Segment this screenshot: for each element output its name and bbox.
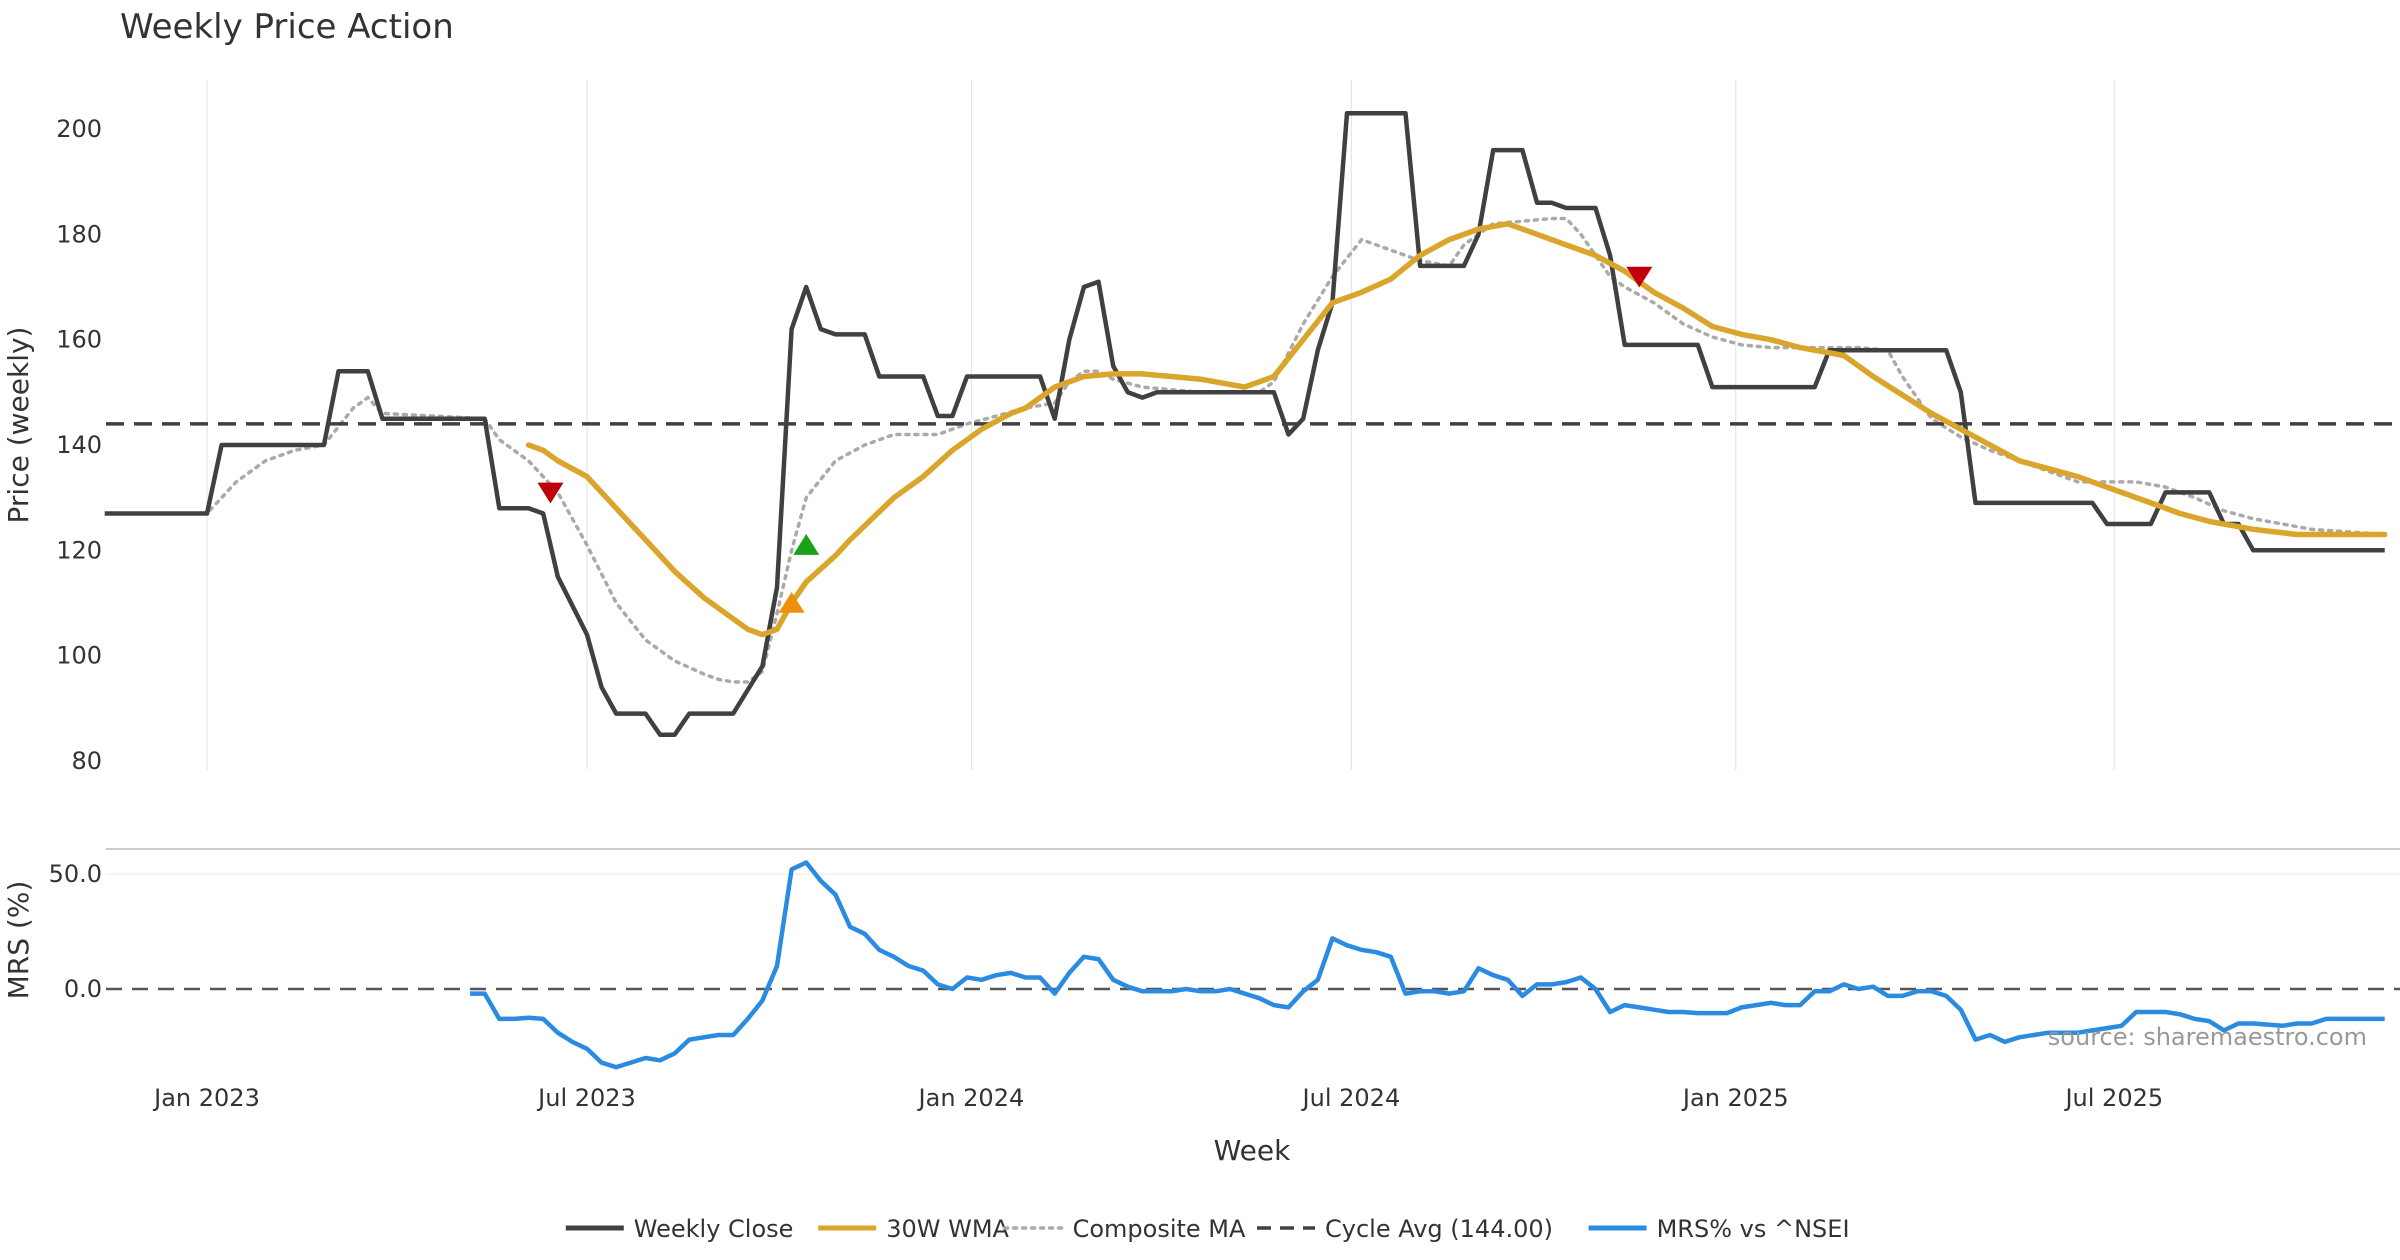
x-tick-label: Jul 2024 <box>1301 1084 1401 1112</box>
price-series <box>104 110 2400 737</box>
legend-label: Weekly Close <box>634 1215 794 1243</box>
x-tick-label: Jan 2025 <box>1681 1084 1789 1112</box>
source-note: source: sharemaestro.com <box>2048 1023 2367 1051</box>
buy-signal-marker <box>778 591 805 613</box>
signal-markers <box>537 266 1653 613</box>
x-axis-label: Week <box>1214 1134 1291 1167</box>
price-y-tick-label: 80 <box>71 747 102 775</box>
x-tick-label: Jan 2024 <box>917 1084 1025 1112</box>
x-tick-label: Jul 2023 <box>536 1084 636 1112</box>
x-ticks: Jan 2023 Jul 2023 Jan 2024 Jul 2024 Jan 2025… <box>152 1084 2163 1112</box>
sell-signal-marker <box>537 482 564 504</box>
composite-ma-line <box>146 216 2387 684</box>
weekly-close-line <box>104 110 2385 737</box>
price-y-tick-label: 180 <box>56 220 102 248</box>
mrs-line <box>470 860 2385 1070</box>
mrs-y-tick-label: 0.0 <box>64 975 102 1003</box>
mrs-y-tick-label: 50.0 <box>49 860 102 888</box>
x-tick-label: Jan 2023 <box>152 1084 260 1112</box>
legend: Weekly Close 30W WMA Composite MA Cycle Avg… <box>565 1215 1850 1243</box>
price-y-axis-label: Price (weekly) <box>2 327 35 524</box>
mrs-panel: 0.0 50.0 MRS (%) source: sharemaestro.com <box>2 860 2400 1070</box>
price-y-tick-label: 140 <box>56 431 102 459</box>
price-y-ticks: 80 100 120 140 160 180 200 <box>56 115 102 775</box>
price-y-tick-label: 100 <box>56 642 102 670</box>
price-y-tick-label: 160 <box>56 326 102 354</box>
price-panel: 80 100 120 140 160 180 200 Price (weekly) <box>2 80 2400 775</box>
chart-title: Weekly Price Action <box>120 7 454 47</box>
legend-label: Composite MA <box>1073 1215 1246 1243</box>
mrs-series <box>106 860 2400 1070</box>
price-y-tick-label: 120 <box>56 536 102 564</box>
mrs-y-axis-label: MRS (%) <box>2 881 35 1000</box>
price-y-tick-label: 200 <box>56 115 102 143</box>
mrs-y-ticks: 0.0 50.0 <box>49 860 102 1003</box>
buy-signal-marker <box>793 534 820 555</box>
legend-label: 30W WMA <box>886 1215 1009 1243</box>
legend-label: MRS% vs ^NSEI <box>1657 1215 1850 1243</box>
wma-30w-line <box>525 221 2388 638</box>
legend-label: Cycle Avg (144.00) <box>1325 1215 1553 1243</box>
x-tick-label: Jul 2025 <box>2063 1084 2163 1112</box>
sell-signal-marker <box>1626 266 1653 288</box>
